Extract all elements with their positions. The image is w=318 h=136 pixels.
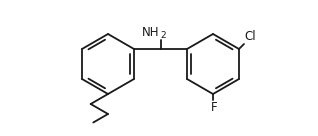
- Text: NH: NH: [142, 26, 160, 39]
- Text: Cl: Cl: [244, 30, 256, 43]
- Text: F: F: [211, 101, 217, 114]
- Text: 2: 2: [160, 32, 165, 41]
